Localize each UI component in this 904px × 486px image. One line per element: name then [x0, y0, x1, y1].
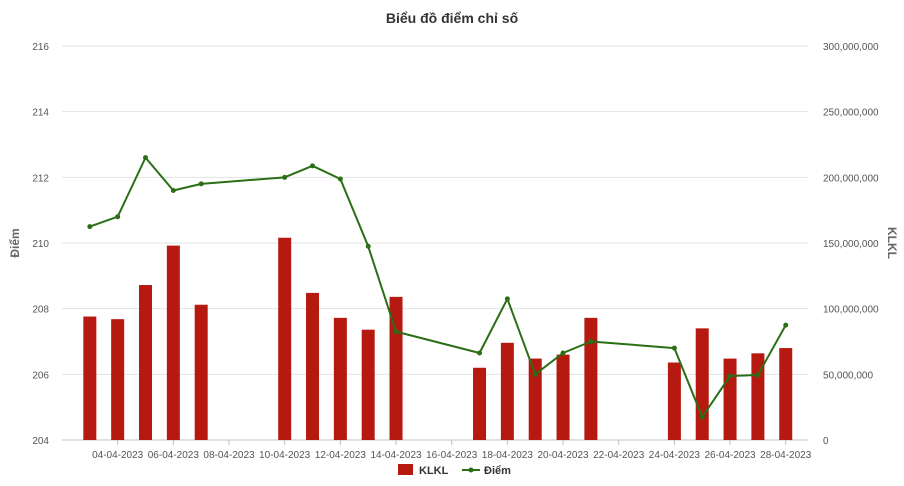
bar-klkl: [528, 358, 542, 440]
line-point: [588, 339, 594, 344]
bar-klkl: [556, 354, 570, 440]
legend-line-marker: [468, 467, 474, 473]
bar-klkl: [278, 237, 292, 440]
left-tick-label: 212: [32, 173, 49, 184]
right-axis-ticks: 0 50,000,000 100,000,000 150,000,000 200,000…: [823, 42, 879, 447]
line-point: [143, 155, 149, 161]
x-tick-label: 16-04-2023: [426, 450, 478, 461]
right-tick-label: 100,000,000: [823, 305, 879, 316]
bar-klkl: [194, 304, 208, 440]
right-tick-label: 300,000,000: [823, 42, 879, 53]
line-point: [727, 373, 733, 379]
bar-klkl: [695, 328, 709, 440]
bar-klkl: [667, 362, 681, 440]
line-series: [87, 155, 789, 420]
left-tick-label: 210: [32, 239, 49, 250]
x-tick-label: 10-04-2023: [259, 450, 311, 461]
line-point: [365, 243, 371, 249]
line-point: [783, 322, 789, 328]
x-tick-label: 08-04-2023: [203, 450, 255, 461]
right-tick-label: 50,000,000: [823, 370, 873, 381]
line-point: [504, 296, 510, 302]
line-point: [477, 350, 483, 356]
gridlines: [62, 45, 808, 441]
line-point: [755, 372, 761, 378]
left-tick-label: 208: [32, 305, 49, 316]
right-tick-label: 150,000,000: [823, 239, 879, 250]
right-axis-title: KLKL: [885, 227, 899, 259]
x-tick-label: 06-04-2023: [148, 450, 200, 461]
chart-title: Biểu đồ điểm chỉ số: [386, 10, 519, 26]
line-point: [115, 214, 121, 220]
bar-series: [83, 237, 793, 440]
line-point: [337, 176, 343, 182]
right-tick-label: 250,000,000: [823, 108, 879, 119]
bar-klkl: [111, 319, 125, 440]
line-point: [393, 329, 399, 335]
line-point: [87, 224, 93, 230]
x-tick-label: 26-04-2023: [704, 450, 756, 461]
line-point: [560, 350, 566, 356]
line-point: [310, 163, 316, 169]
bar-klkl: [166, 245, 180, 440]
bar-klkl: [779, 348, 793, 440]
bar-klkl: [333, 317, 347, 440]
line-point: [671, 345, 677, 351]
line-point: [532, 371, 538, 377]
legend-line-label: Điểm: [484, 465, 511, 477]
bar-klkl: [584, 317, 598, 440]
right-tick-label: 0: [823, 436, 829, 447]
bar-klkl: [473, 367, 487, 440]
bar-klkl: [723, 358, 737, 440]
line-point: [699, 414, 705, 420]
left-tick-label: 204: [32, 436, 49, 447]
x-tick-label: 18-04-2023: [482, 450, 534, 461]
left-tick-label: 216: [32, 42, 49, 53]
x-axis-ticks: 04-04-2023 06-04-2023 08-04-2023 10-04-2023…: [92, 440, 812, 461]
line-diem: [89, 156, 787, 419]
line-point: [170, 187, 176, 193]
x-tick-label: 24-04-2023: [649, 450, 701, 461]
bar-klkl: [361, 329, 375, 440]
bar-klkl: [83, 316, 97, 440]
legend: KLKL Điểm: [398, 464, 511, 477]
bar-klkl: [139, 285, 153, 440]
left-tick-label: 206: [32, 370, 49, 381]
legend-bar-swatch: [398, 464, 413, 475]
x-tick-label: 20-04-2023: [537, 450, 589, 461]
x-tick-label: 22-04-2023: [593, 450, 645, 461]
left-axis-ticks: 204 206 208 210 212 214 216: [32, 42, 49, 447]
bar-klkl: [500, 342, 514, 440]
x-tick-label: 14-04-2023: [370, 450, 422, 461]
line-point: [282, 174, 288, 180]
x-tick-label: 28-04-2023: [760, 450, 812, 461]
line-point: [198, 181, 204, 187]
right-tick-label: 200,000,000: [823, 173, 879, 184]
x-tick-label: 04-04-2023: [92, 450, 144, 461]
left-axis-title: Điểm: [8, 228, 22, 257]
x-tick-label: 12-04-2023: [315, 450, 367, 461]
left-tick-label: 214: [32, 108, 49, 119]
legend-bar-label: KLKL: [419, 465, 449, 477]
bar-klkl: [306, 292, 320, 440]
